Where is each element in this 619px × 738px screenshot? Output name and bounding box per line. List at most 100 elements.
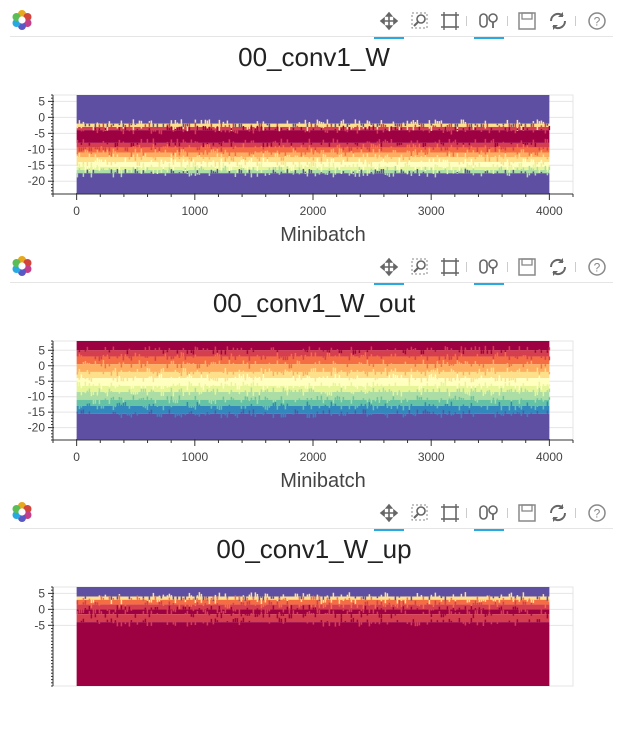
zoom-to-fit-icon[interactable] [439,10,461,32]
heatmap-speckle [376,166,379,171]
heatmap-speckle [440,142,443,145]
heatmap-speckle [226,621,229,623]
heatmap-speckle [302,593,305,597]
heatmap-speckle [288,170,291,173]
bokeh-logo-icon[interactable] [12,502,32,522]
heatmap-speckle [332,592,335,597]
save-icon[interactable] [516,502,538,524]
heatmap-speckle [82,609,85,613]
heatmap-speckle [84,166,87,171]
heatmap-speckle [182,171,185,174]
heatmap-speckle [426,364,429,369]
heatmap-speckle [516,128,519,131]
heatmap-speckle [156,385,159,388]
heatmap-speckle [548,347,551,351]
heatmap-speckle [338,622,341,626]
heatmap-speckle [278,166,281,171]
heatmap-speckle [246,392,249,396]
heatmap-speckle [502,123,505,126]
heatmap-speckle [438,371,441,374]
heatmap-speckle [118,595,121,600]
heatmap-speckle [300,599,303,602]
heatmap-speckle [234,156,237,158]
pan-icon[interactable] [374,502,404,531]
heatmap-speckle [296,608,299,610]
heatmap-speckle [202,168,205,171]
heatmap-speckle [308,138,311,143]
save-icon[interactable] [516,256,538,278]
heatmap-speckle [268,609,271,612]
heatmap-speckle [82,618,85,623]
heatmap-speckle [226,378,229,381]
heatmap-speckle [282,622,285,624]
heatmap-speckle [444,600,447,605]
help-icon[interactable]: ? [586,256,608,278]
help-icon[interactable]: ? [586,502,608,524]
heatmap-speckle [466,149,469,153]
wheel-zoom-icon[interactable] [474,502,504,531]
heatmap-speckle [260,378,263,381]
heatmap-speckle [140,364,143,368]
y-tick-label: -15 [28,405,46,419]
heatmap-speckle [350,382,353,386]
bokeh-logo-icon[interactable] [12,10,32,30]
heatmap-speckle [116,614,119,618]
heatmap-speckle [196,401,199,406]
heatmap-speckle [386,349,389,351]
help-icon[interactable]: ? [586,10,608,32]
heatmap-speckle [534,142,537,147]
heatmap-speckle [362,126,365,129]
heatmap-speckle [326,621,329,623]
heatmap-speckle [116,596,119,600]
heatmap-speckle [416,119,419,124]
heatmap-speckle [504,378,507,383]
box-zoom-icon[interactable] [409,502,431,524]
wheel-zoom-icon[interactable] [474,256,504,285]
pan-icon[interactable] [374,256,404,285]
heatmap-speckle [322,149,325,153]
heatmap-speckle [284,390,287,393]
heatmap-speckle [238,369,241,372]
heatmap-speckle [242,370,245,372]
pan-icon[interactable] [374,10,404,39]
wheel-zoom-icon[interactable] [474,10,504,39]
heatmap-speckle [322,622,325,627]
heatmap-speckle [280,614,283,616]
box-zoom-icon[interactable] [409,10,431,32]
heatmap-speckle [338,396,341,400]
heatmap-plot[interactable]: 50-5 [0,492,619,738]
heatmap-speckle [130,413,133,418]
heatmap-speckle [160,385,163,390]
zoom-to-fit-icon[interactable] [439,256,461,278]
heatmap-speckle [426,411,429,414]
heatmap-speckle [204,609,207,615]
heatmap-speckle [94,356,97,360]
reset-icon[interactable] [547,502,569,524]
heatmap-speckle [322,154,325,158]
heatmap-speckle [340,411,343,414]
box-zoom-icon[interactable] [409,256,431,278]
save-icon[interactable] [516,10,538,32]
heatmap-speckle [162,123,165,127]
heatmap-speckle [326,124,329,127]
zoom-to-fit-icon[interactable] [439,502,461,524]
bokeh-logo-icon[interactable] [12,256,32,276]
heatmap-speckle [418,604,421,607]
heatmap-speckle [124,604,127,606]
heatmap-speckle [216,620,219,623]
heatmap-speckle [462,398,465,400]
heatmap-speckle [256,162,259,166]
reset-icon[interactable] [547,256,569,278]
heatmap-speckle [306,385,309,390]
heatmap-speckle [436,155,439,158]
heatmap-speckle [440,147,443,151]
heatmap-speckle [430,594,433,597]
heatmap-speckle [370,346,373,351]
heatmap-speckle [162,166,165,170]
reset-icon[interactable] [547,10,569,32]
heatmap-speckle [188,157,191,160]
heatmap-speckle [150,147,153,150]
heatmap-speckle [224,413,227,416]
